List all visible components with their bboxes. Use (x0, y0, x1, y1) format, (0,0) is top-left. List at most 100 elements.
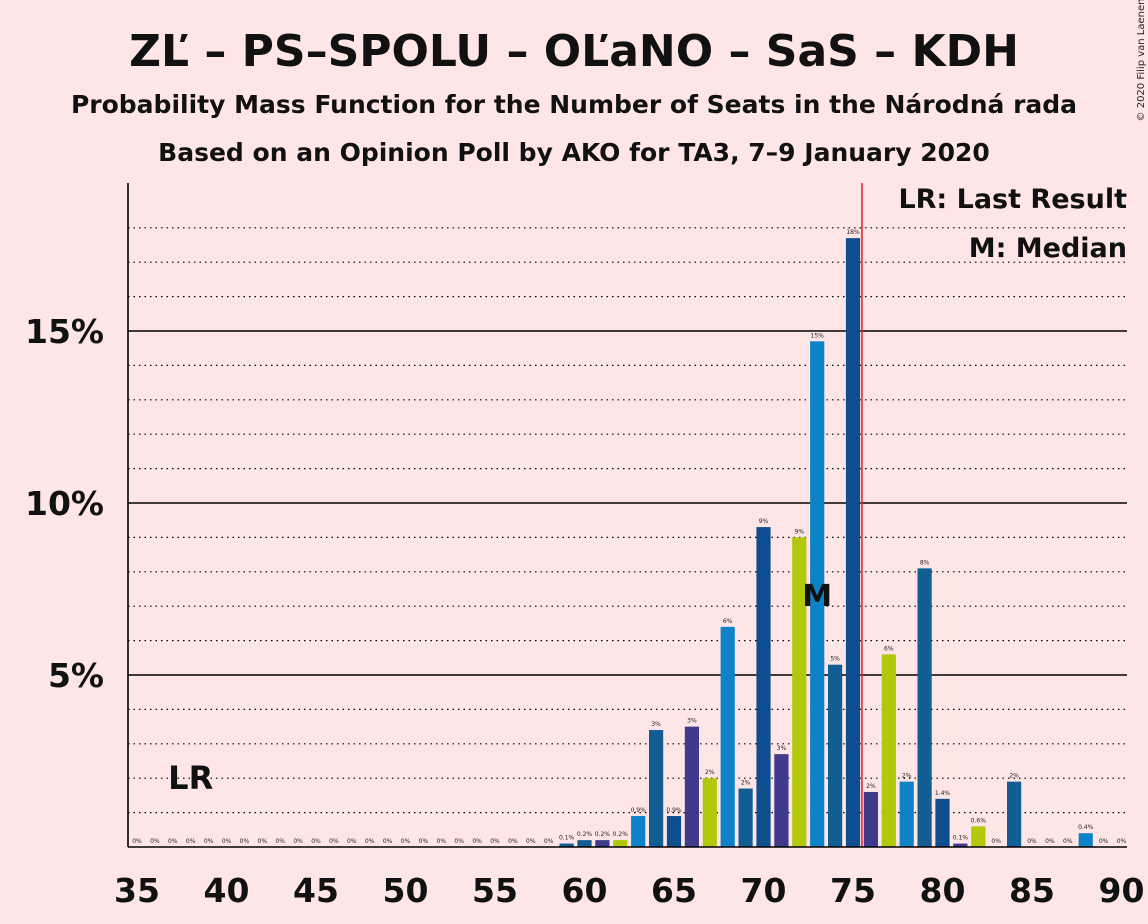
bar-value-label: 9% (795, 528, 805, 535)
bar-value-label: 2% (902, 773, 912, 780)
bar-value-label: 2% (741, 780, 751, 787)
bar-value-label: 0% (1117, 838, 1127, 845)
x-tick-label: 45 (293, 871, 339, 910)
bar-value-label: 0% (1099, 838, 1109, 845)
x-tick-label: 55 (472, 871, 518, 910)
bar-value-label: 18% (846, 229, 860, 236)
bar-value-label: 6% (884, 645, 894, 652)
x-tick-label: 90 (1099, 871, 1145, 910)
bar-value-label: 0% (293, 838, 303, 845)
grid-lines (128, 227, 1127, 814)
bar-value-label: 6% (723, 618, 733, 625)
bars (559, 238, 1093, 847)
bar-value-label: 0% (1045, 838, 1055, 845)
bar-64 (649, 730, 664, 847)
bar-value-label: 2% (866, 783, 876, 790)
chart-subtitle: Probability Mass Function for the Number… (71, 90, 1077, 119)
chart-title: ZĽ – PS–SPOLU – OĽaNO – SaS – KDH (129, 26, 1019, 77)
bar-value-label: 0% (472, 838, 482, 845)
bar-71 (774, 754, 789, 847)
bar-60 (577, 840, 592, 847)
bar-72 (792, 537, 807, 847)
bar-value-label: 0% (132, 838, 142, 845)
axes: 5% 10% 15% 35 40 45 50 55 60 65 70 75 80 85 90 (25, 183, 1144, 910)
bar-value-label: 0% (1027, 838, 1037, 845)
bar-value-label: 0% (240, 838, 250, 845)
bar-value-label: 0% (311, 838, 321, 845)
bar-value-label: 0% (991, 838, 1001, 845)
bar-80 (935, 798, 950, 847)
bar-value-label: 3% (777, 745, 787, 752)
x-tick-label: 65 (651, 871, 697, 910)
bar-61 (595, 840, 610, 847)
bar-value-label: 0% (454, 838, 464, 845)
bar-value-label: 0% (258, 838, 268, 845)
bar-78 (899, 781, 914, 847)
x-tick-label: 75 (830, 871, 876, 910)
bar-value-label: 3% (651, 721, 661, 728)
median-marker: M (802, 579, 832, 614)
bar-value-label: 0% (347, 838, 357, 845)
bar-73 (810, 341, 825, 847)
y-tick-label: 5% (48, 656, 104, 695)
legend-median: M: Median (969, 233, 1127, 264)
x-tick-label: 85 (1009, 871, 1055, 910)
bar-value-label: 2% (705, 769, 715, 776)
bar-value-label: 0% (508, 838, 518, 845)
chart-subtitle-2: Based on an Opinion Poll by AKO for TA3,… (158, 138, 990, 167)
bar-labels: 0% 0% 0% 0% 0% 0% 0% 0% 0% 0% 0% 0% 0% 0% 0% 0% 0% 0% 0% 0%… (132, 229, 1126, 845)
bar-70 (756, 527, 771, 847)
y-tick-label: 15% (25, 312, 104, 351)
bar-63 (631, 816, 646, 847)
bar-value-label: 0% (544, 838, 554, 845)
last-result-marker: LR (168, 759, 213, 797)
bar-value-label: 0% (526, 838, 536, 845)
bar-value-label: 0% (490, 838, 500, 845)
bar-66 (684, 726, 699, 847)
bar-value-label: 0% (222, 838, 232, 845)
x-tick-label: 40 (204, 871, 250, 910)
bar-value-label: 9% (759, 518, 769, 525)
bar-value-label: 0.1% (953, 835, 969, 842)
x-tick-label: 35 (114, 871, 160, 910)
bar-value-label: 0% (365, 838, 375, 845)
x-tick-label: 50 (383, 871, 429, 910)
bar-value-label: 15% (811, 332, 825, 339)
bar-62 (613, 840, 628, 847)
bar-value-label: 0.1% (559, 835, 575, 842)
bar-value-label: 0.4% (1078, 824, 1094, 831)
bar-value-label: 3% (687, 718, 697, 725)
bar-value-label: 0% (329, 838, 339, 845)
bar-value-label: 5% (830, 656, 840, 663)
bar-value-label: 0% (419, 838, 429, 845)
x-tick-label: 80 (920, 871, 966, 910)
bar-65 (666, 816, 682, 847)
bar-79 (917, 568, 932, 847)
bar-value-label: 0% (186, 838, 196, 845)
bar-value-label: 0% (1063, 838, 1073, 845)
bar-value-label: 0% (383, 838, 393, 845)
bar-82 (971, 826, 986, 847)
bar-value-label: 0% (437, 838, 447, 845)
bar-74 (828, 664, 843, 847)
bar-value-label: 8% (920, 559, 930, 566)
bar-value-label: 0.9% (631, 807, 647, 814)
copyright-notice: © 2020 Filip van Laenen (1136, 0, 1147, 121)
bar-76 (863, 791, 878, 847)
bar-value-label: 0.2% (613, 831, 629, 838)
bar-84 (1007, 781, 1022, 847)
bar-69 (738, 788, 753, 847)
bar-68 (720, 626, 735, 847)
bar-value-label: 0.2% (595, 831, 611, 838)
y-tick-label: 10% (25, 484, 104, 523)
bar-value-label: 0% (168, 838, 178, 845)
bar-value-label: 0% (275, 838, 285, 845)
bar-value-label: 2% (1009, 773, 1019, 780)
bar-value-label: 0% (204, 838, 214, 845)
bar-75 (845, 238, 861, 847)
bar-value-label: 1.4% (935, 790, 951, 797)
bar-88 (1078, 833, 1093, 847)
bar-59 (559, 843, 574, 847)
legend-last-result: LR: Last Result (898, 184, 1127, 215)
